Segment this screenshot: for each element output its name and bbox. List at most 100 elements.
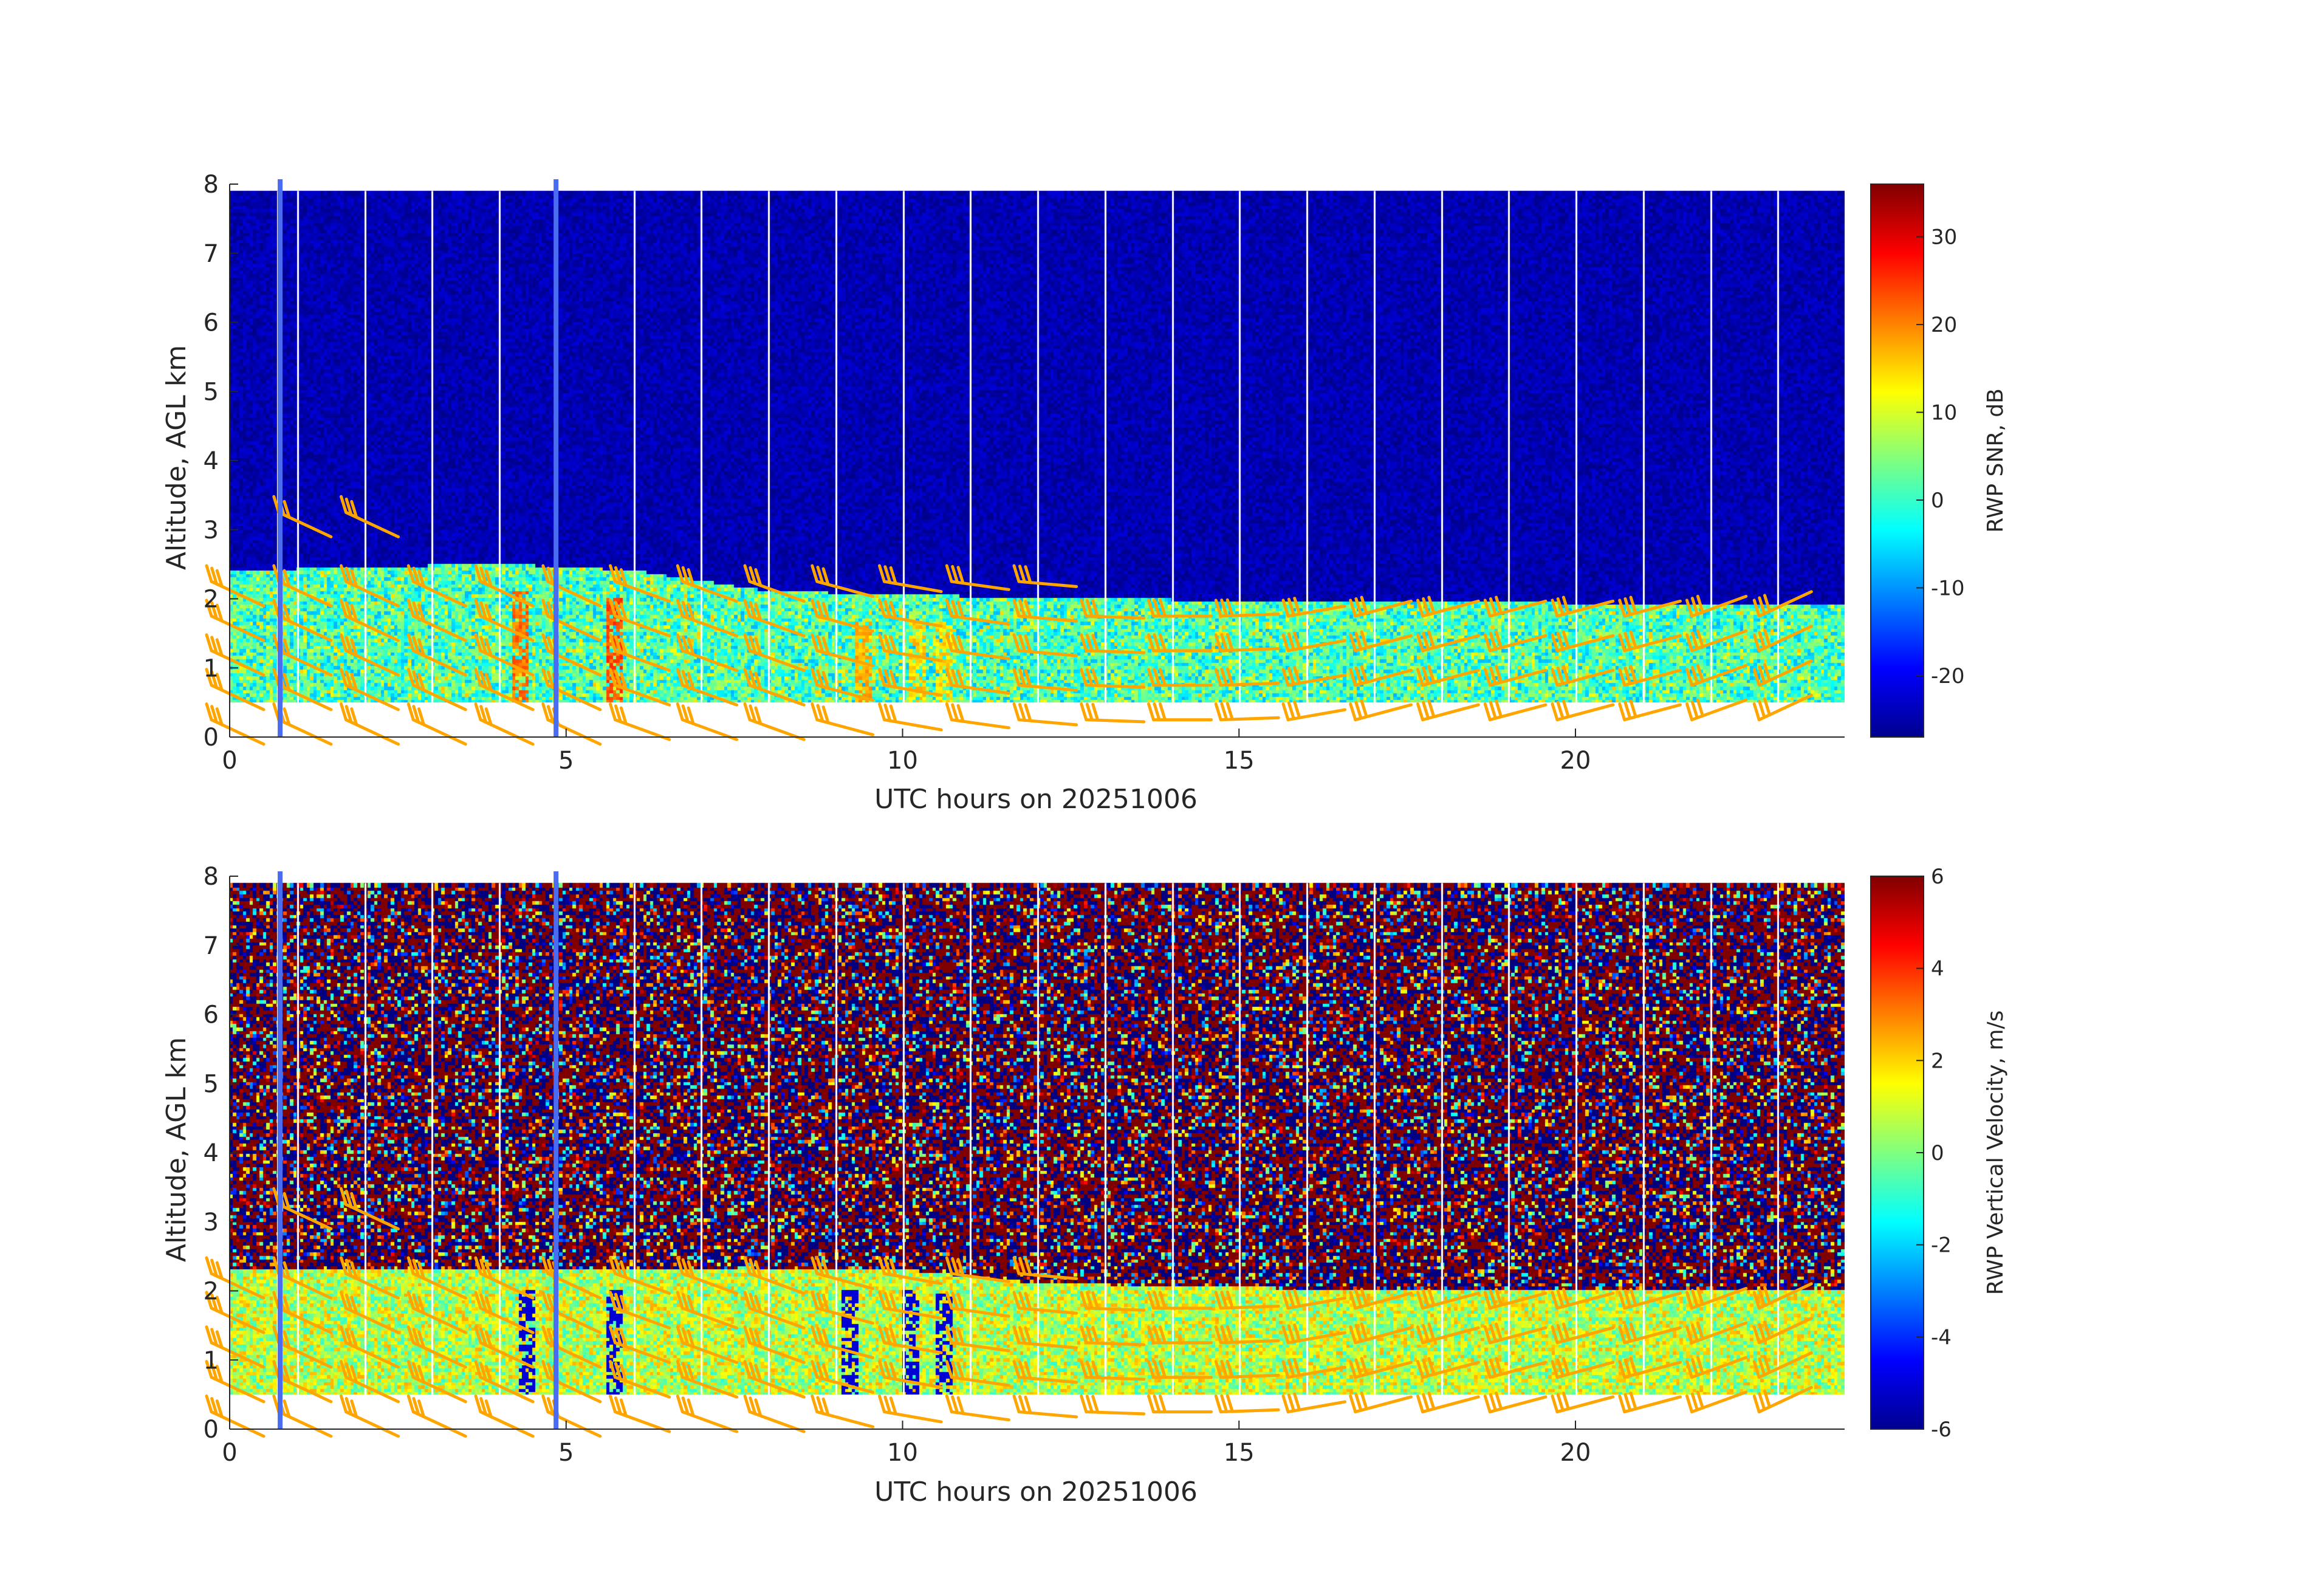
colorbar-tick-label: -2 xyxy=(1931,1233,1952,1258)
wind-barb xyxy=(1483,1357,1548,1379)
wind-barb xyxy=(474,1360,535,1404)
wind-barb xyxy=(609,1394,671,1433)
wind-barb xyxy=(1551,665,1615,687)
wind-barb xyxy=(1281,597,1347,618)
wind-barb xyxy=(1618,630,1682,653)
data-gap-column xyxy=(278,179,283,737)
wind-barb xyxy=(676,668,739,707)
wind-barb xyxy=(811,1360,875,1394)
wind-barb xyxy=(1012,564,1078,588)
x-tick-label: 15 xyxy=(1224,1439,1255,1467)
snr-panel: Altitude, AGL km UTC hours on 20251006 R… xyxy=(161,171,2008,815)
wind-barb xyxy=(609,1291,671,1329)
wind-barb xyxy=(1080,1360,1146,1381)
wind-barb xyxy=(945,1360,1010,1387)
wind-barb xyxy=(676,1325,739,1364)
wind-barb xyxy=(609,1256,671,1295)
wind-barb xyxy=(1752,1351,1813,1379)
y-tick-label: 4 xyxy=(204,1139,219,1167)
velocity-colorbar-label: RWP Vertical Velocity, m/s xyxy=(1983,1010,2008,1295)
wind-barb xyxy=(1080,599,1146,620)
wind-barb xyxy=(1012,633,1078,657)
wind-barb xyxy=(676,1291,739,1329)
wind-barb xyxy=(945,599,1010,626)
wind-barb xyxy=(1012,599,1078,623)
wind-barb xyxy=(811,668,875,702)
colorbar-tick-label: -20 xyxy=(1931,664,1965,688)
wind-barb xyxy=(1349,1288,1413,1310)
wind-barb xyxy=(1551,1391,1615,1414)
wind-barb xyxy=(1618,1391,1682,1414)
velocity-colorbar-ramp xyxy=(1870,876,1924,1430)
wind-barb xyxy=(609,633,671,672)
wind-barb xyxy=(1752,1385,1813,1414)
wind-barb xyxy=(878,564,943,594)
x-tick-label: 20 xyxy=(1560,1439,1591,1467)
wind-barb xyxy=(945,1256,1010,1283)
y-tick-label: 5 xyxy=(204,378,219,406)
y-tick-label: 0 xyxy=(204,1416,219,1444)
wind-barb xyxy=(1281,1357,1347,1379)
wind-barb xyxy=(1214,1359,1280,1379)
velocity-xlabel: UTC hours on 20251006 xyxy=(874,1477,1198,1508)
colorbar-tick-label: 20 xyxy=(1931,313,1957,337)
wind-barb xyxy=(1685,594,1748,618)
wind-barb xyxy=(205,1256,266,1300)
wind-barb xyxy=(743,1291,806,1329)
wind-barb xyxy=(878,633,943,662)
wind-barb xyxy=(340,1325,400,1369)
wind-barb xyxy=(878,702,943,732)
wind-barb xyxy=(1349,1391,1413,1414)
wind-barb xyxy=(340,1256,400,1300)
wind-barb xyxy=(811,599,875,633)
wind-barb xyxy=(743,633,806,672)
wind-barb xyxy=(1147,1360,1213,1379)
wind-barb xyxy=(1618,1357,1682,1379)
wind-barb xyxy=(205,564,266,608)
velocity-colorbar: RWP Vertical Velocity, m/s xyxy=(1870,876,2008,1430)
wind-barb xyxy=(474,633,535,677)
wind-barb xyxy=(1349,1322,1413,1345)
wind-barb xyxy=(1483,1391,1548,1414)
wind-barb xyxy=(1752,590,1813,618)
wind-barb xyxy=(676,564,739,603)
y-tick-label: 2 xyxy=(204,1278,219,1306)
wind-barb xyxy=(1416,665,1480,687)
snr-colorbar: RWP SNR, dB xyxy=(1870,184,2008,738)
wind-barb xyxy=(878,1360,943,1389)
colorbar-tick-label: 4 xyxy=(1931,957,1944,981)
wind-barb xyxy=(406,702,467,746)
wind-barb xyxy=(205,633,266,677)
wind-barb xyxy=(743,1325,806,1364)
wind-barb xyxy=(406,599,467,642)
wind-barbs xyxy=(205,1187,1813,1438)
wind-barb xyxy=(406,1291,467,1334)
wind-barb xyxy=(474,1291,535,1334)
wind-barb xyxy=(1483,1288,1548,1310)
wind-barb xyxy=(1416,1322,1480,1345)
wind-barb xyxy=(1416,1391,1480,1414)
wind-barb xyxy=(609,1325,671,1364)
snr-xlabel: UTC hours on 20251006 xyxy=(874,784,1198,815)
wind-barb xyxy=(676,1394,739,1433)
wind-barb xyxy=(1483,665,1548,687)
wind-barb xyxy=(1147,1291,1213,1310)
wind-barb xyxy=(878,1325,943,1354)
wind-barb xyxy=(609,564,671,603)
axes: 0 5 10 15 20 0 1 2 3 4 5 6 7 8 -6 -4 -2 0 2 4 6 xyxy=(204,863,1952,1467)
wind-barb xyxy=(1551,595,1615,618)
x-tick-label: 5 xyxy=(558,1439,574,1467)
wind-barb xyxy=(1214,1325,1280,1345)
wind-barb xyxy=(205,599,266,642)
wind-barb xyxy=(1214,598,1280,618)
wind-barb xyxy=(406,1360,467,1404)
wind-barb xyxy=(474,1325,535,1369)
data-gap-column xyxy=(278,871,283,1429)
wind-barb xyxy=(1685,664,1748,687)
wind-barb xyxy=(878,1291,943,1320)
wind-barb xyxy=(474,564,535,608)
snr-colorbar-label: RWP SNR, dB xyxy=(1983,388,2008,533)
y-tick-label: 7 xyxy=(204,932,219,960)
y-tick-label: 3 xyxy=(204,1209,219,1237)
wind-barb xyxy=(1012,1360,1078,1384)
